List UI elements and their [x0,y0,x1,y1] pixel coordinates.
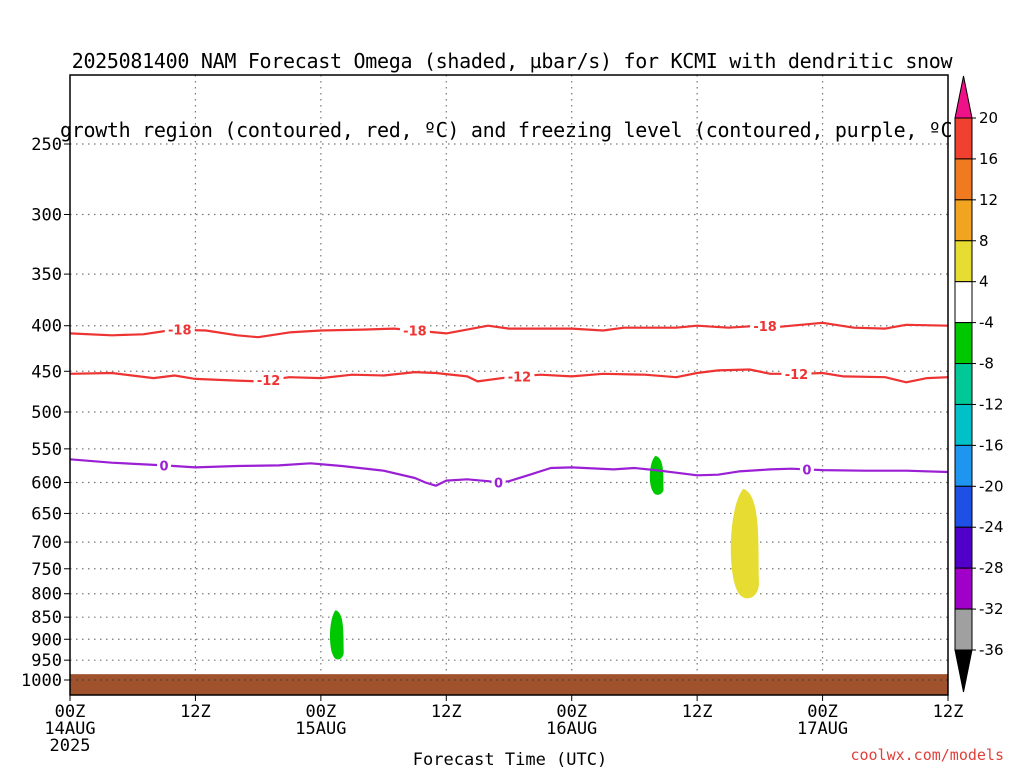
colorbar-top-arrow [954,75,973,119]
y-tick-label: 250 [31,135,62,155]
x-tick-label: 00Z [556,702,587,722]
colorbar-swatch [954,240,973,283]
colorbar-swatch [954,567,973,610]
y-tick-label: 550 [31,440,62,460]
x-tick-label: 12Z [933,702,964,722]
y-tick-label: 650 [31,504,62,524]
contour-label-bg [157,458,172,473]
contour-label--12: -12 [785,368,809,383]
y-tick-label: 350 [31,265,62,285]
colorbar-label: -20 [979,477,1004,495]
x-tick-label: 16AUG [546,719,597,739]
x-tick-label: 00Z [55,702,86,722]
colorbar-label: 4 [979,273,989,291]
grid-lines [70,75,948,695]
colorbar-swatch [954,117,973,160]
y-tick-label: 850 [31,608,62,628]
x-tick-label: 12Z [682,702,713,722]
y-tick-label: 800 [31,585,62,605]
colorbar-swatch [954,403,973,446]
contour-line--18 [69,321,949,339]
x-tick-label: 12Z [431,702,462,722]
contour-line-0 [69,458,949,487]
colorbar-swatch [954,526,973,569]
title-line-1: 2025081400 NAM Forecast Omega (shaded, µ… [71,49,953,73]
colorbar-swatch [954,363,973,405]
colorbar-swatch [954,322,973,365]
site-credit[interactable]: coolwx.com/models [850,746,1004,764]
contour-label-bg [750,318,781,333]
colorbar-swatch [954,281,973,324]
contour-label-bg [781,366,812,381]
x-tick-label: 00Z [807,702,838,722]
colorbar-label: -32 [979,600,1004,618]
contour-label-bg [799,462,814,477]
colorbar-label: -16 [979,436,1004,454]
colorbar-swatch [954,158,973,201]
contour-label--18: -18 [403,325,427,340]
colorbar-label: -8 [979,355,994,373]
contour-label--18: -18 [753,320,777,335]
y-tick-label: 700 [31,533,62,553]
omega-region-3 [730,488,759,599]
colorbar-label: 16 [979,150,998,168]
x-tick-label: 12Z [180,702,211,722]
contour-label-0: 0 [160,459,169,474]
contour-lines: -18 -18 -18 -12 -12 -12 0 0 0 [69,318,949,491]
omega-shading [329,455,759,660]
contour-label--12: -12 [257,374,281,389]
y-tick-label: 450 [31,362,62,382]
colorbar-label: 20 [979,109,998,127]
contour-label--18: -18 [168,324,192,339]
x-tick-label: 2025 [50,736,91,756]
x-axis-title: Forecast Time (UTC) [413,750,607,768]
ground-layer [70,674,948,695]
y-tick-label: 500 [31,403,62,423]
y-tick-label: 750 [31,560,62,580]
contour-label--12: -12 [508,370,532,385]
x-tick-label: 15AUG [295,719,346,739]
omega-region-2 [649,455,664,495]
colorbar-label: -12 [979,395,1004,413]
colorbar-swatch [954,608,973,651]
y-tick-label: 400 [31,317,62,337]
contour-label-0: 0 [802,463,811,478]
contour-label-bg [253,373,284,388]
colorbar-label: -36 [979,641,1004,659]
y-tick-label: 900 [31,630,62,650]
plot-border [69,74,949,696]
contour-label-bg [504,369,535,384]
colorbar-swatch [954,199,973,242]
colorbar-label: -24 [979,518,1004,536]
ground-fill [70,674,948,695]
y-axis: 2503003504004505005506006507007508008509… [21,135,70,691]
contour-label-bg [164,322,195,337]
colorbar-label: -4 [979,314,994,332]
x-tick-label: 14AUG [44,719,95,739]
contour-label-bg [399,323,430,338]
x-tick-label: 17AUG [797,719,848,739]
y-tick-label: 1000 [21,671,62,691]
colorbar-label: 8 [979,232,989,250]
x-tick-label: 00Z [305,702,336,722]
colorbar-swatch [954,444,973,487]
colorbar-label: -28 [979,559,1004,577]
y-tick-label: 300 [31,205,62,225]
colorbar: 20 16 12 8 4 -4 -8 -12 -16 -20 -24 -28 -32 -36 [954,75,1004,693]
contour-label-0: 0 [494,476,503,491]
omega-region-1 [329,610,344,660]
colorbar-label: 12 [979,191,998,209]
colorbar-swatch [954,485,973,528]
plot-frame [69,74,949,696]
chart-title: 2025081400 NAM Forecast Omega (shaded, µ… [0,4,1024,165]
contour-label-bg [491,475,506,490]
y-tick-label: 600 [31,473,62,493]
y-tick-label: 950 [31,651,62,671]
colorbar-bottom-arrow [954,649,973,693]
